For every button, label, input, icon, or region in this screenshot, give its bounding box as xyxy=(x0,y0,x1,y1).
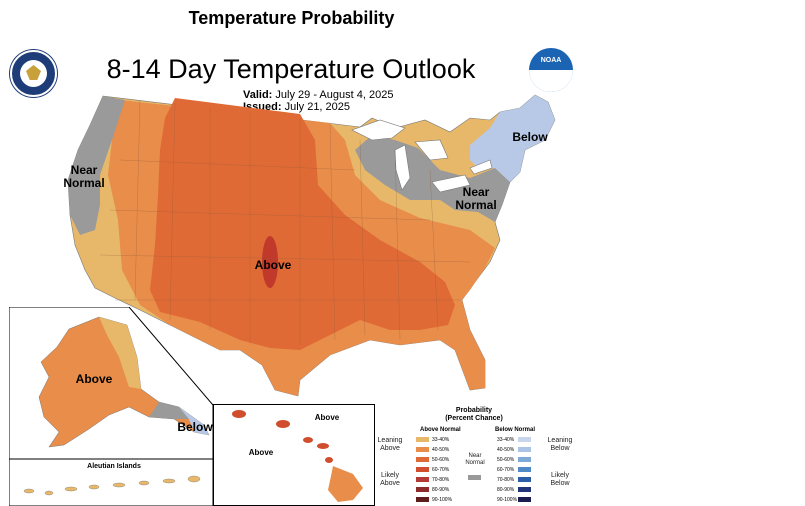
conus-ne-near-normal xyxy=(355,135,510,222)
legend-below-bin-label: 60-70% xyxy=(497,467,515,473)
noaa-logo: NOAA xyxy=(529,48,573,92)
ne-near-normal-label: Near Normal xyxy=(455,185,497,212)
legend-below-swatch xyxy=(518,467,531,472)
legend-leaning-below-line2: Below xyxy=(550,445,570,452)
legend-leaning-above: Leaning Above xyxy=(370,437,410,453)
west-near-normal-label: Near Normal xyxy=(63,163,105,190)
legend-above-bin-label: 80-90% xyxy=(432,487,450,493)
legend-above-bin-label: 33-40% xyxy=(432,437,450,443)
aleutian-inset xyxy=(9,459,213,506)
legend-leaning-below-line1: Leaning xyxy=(547,437,573,444)
legend-above-bin-label: 90-100% xyxy=(432,497,453,503)
valid-value: July 29 - August 4, 2025 xyxy=(275,89,394,101)
issued-value: July 21, 2025 xyxy=(284,101,351,113)
valid-label: Valid: xyxy=(243,89,273,101)
wave-icon xyxy=(529,70,573,92)
alaska-below-label: Below xyxy=(177,420,213,434)
legend-leaning-below: Leaning Below xyxy=(540,437,580,453)
legend-above-bin-label: 70-80% xyxy=(432,477,450,483)
conus-above-strong xyxy=(150,98,455,350)
legend-leaning-above-line1: Leaning xyxy=(377,437,403,444)
legend-title-line2: (Percent Chance) xyxy=(445,415,503,422)
legend-likely-below-line1: Likely xyxy=(551,472,569,479)
page-header: Temperature Probability xyxy=(188,8,395,28)
conus-west-near-normal xyxy=(68,96,125,235)
legend-likely-above: Likely Above xyxy=(370,472,410,488)
legend-title: Probability (Percent Chance) xyxy=(440,407,508,423)
central-above-label: Above xyxy=(254,258,292,272)
legend-below-bin-label: 40-50% xyxy=(497,447,515,453)
legend-likely-above-line2: Above xyxy=(380,480,400,487)
legend-likely-below: Likely Below xyxy=(540,472,580,488)
legend-title-line1: Probability xyxy=(455,407,493,414)
legend-below-swatch xyxy=(518,497,531,502)
legend-near-normal-line1: Near xyxy=(468,453,482,459)
state-borders xyxy=(99,99,471,345)
valid-line: Valid: July 29 - August 4, 2025 xyxy=(243,89,393,102)
legend-below-swatch xyxy=(518,437,531,442)
legend-above-bin-label: 40-50% xyxy=(432,447,450,453)
legend-below-bin-label: 70-80% xyxy=(497,477,515,483)
legend-above-header: Above Normal xyxy=(420,427,461,433)
legend-below-bin-label: 33-40% xyxy=(497,437,515,443)
legend-below-swatch xyxy=(518,457,531,462)
legend-below-swatch xyxy=(518,477,531,482)
legend-below-header: Below Normal xyxy=(495,427,536,433)
legend-near-normal: Near Normal xyxy=(460,453,490,467)
legend-above-swatch xyxy=(416,487,429,492)
eagle-icon xyxy=(26,65,41,80)
legend-below-bin-label: 90-100% xyxy=(497,497,518,503)
map-title: 8-14 Day Temperature Outlook xyxy=(106,54,476,84)
legend-likely-below-line2: Below xyxy=(550,480,570,487)
doc-logo xyxy=(10,50,57,97)
hawaii-above-label-2: Above xyxy=(248,448,274,457)
legend-above-swatch xyxy=(416,467,429,472)
aleutian-label: Aleutian Islands xyxy=(87,463,141,470)
hawaii-above-label-1: Above xyxy=(314,413,340,422)
legend-below-bin-label: 50-60% xyxy=(497,457,515,463)
legend-leaning-above-line2: Above xyxy=(380,445,400,452)
great-lakes xyxy=(351,119,493,193)
near-normal-swatch xyxy=(468,475,481,480)
legend-below-swatch xyxy=(518,487,531,492)
legend-above-swatch xyxy=(416,477,429,482)
hawaii-inset xyxy=(213,404,375,506)
legend-above-bin-label: 60-70% xyxy=(432,467,450,473)
legend-likely-above-line1: Likely xyxy=(381,472,399,479)
legend-above-bin-label: 50-60% xyxy=(432,457,450,463)
alaska-below xyxy=(179,407,209,435)
legend-below-swatch xyxy=(518,447,531,452)
conus-above-peak xyxy=(262,236,278,288)
legend-below-bin-label: 80-90% xyxy=(497,487,515,493)
legend-above-swatch xyxy=(416,497,429,502)
noaa-logo-text: NOAA xyxy=(540,57,562,64)
legend-above-swatch xyxy=(416,447,429,452)
legend-above-swatch xyxy=(416,437,429,442)
legend-near-normal-line2: Normal xyxy=(465,460,485,466)
conus-ne-below xyxy=(470,95,555,182)
alaska-near-normal xyxy=(149,402,189,419)
alaska-tan-band xyxy=(99,317,141,389)
alaska-above-label: Above xyxy=(75,372,113,386)
ne-below-label: Below xyxy=(512,130,548,144)
legend-above-swatch xyxy=(416,457,429,462)
alaska-inset xyxy=(9,307,213,459)
